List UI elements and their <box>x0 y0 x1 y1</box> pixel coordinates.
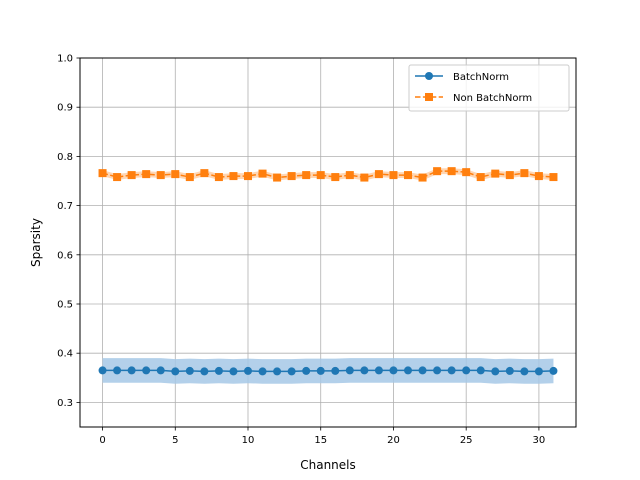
point-series-1 <box>156 171 165 180</box>
legend-marker-0 <box>425 72 433 80</box>
series-layer <box>98 167 558 376</box>
point-series-1 <box>200 169 209 178</box>
point-series-1 <box>360 173 369 182</box>
x-tick-label: 25 <box>460 435 473 446</box>
point-series-0 <box>244 366 252 375</box>
y-axis-label: Sparsity <box>29 218 43 267</box>
point-series-1 <box>404 171 412 180</box>
point-series-0 <box>316 366 325 375</box>
point-series-0 <box>520 367 529 376</box>
point-series-1 <box>258 169 267 178</box>
point-series-1 <box>142 170 151 179</box>
point-series-0 <box>98 366 107 375</box>
point-series-1 <box>534 172 543 181</box>
legend-marker-1 <box>425 93 433 101</box>
point-series-1 <box>374 170 383 179</box>
x-tick-label: 30 <box>533 435 546 446</box>
point-series-1 <box>476 173 485 182</box>
point-series-0 <box>171 367 180 376</box>
y-tick-label: 0.7 <box>57 201 73 212</box>
point-series-0 <box>360 366 369 375</box>
point-series-1 <box>345 171 354 180</box>
y-axis-ticks: 0.3 0.4 0.5 0.6 0.7 0.8 0.9 1.0 <box>57 54 80 409</box>
point-series-0 <box>447 366 456 375</box>
y-tick-label: 1.0 <box>57 54 73 65</box>
legend: BatchNorm Non BatchNorm <box>408 64 570 112</box>
point-series-0 <box>345 366 354 375</box>
plot-frame <box>79 57 577 428</box>
point-series-1 <box>316 171 325 180</box>
y-tick-label: 0.9 <box>57 103 73 114</box>
point-series-1 <box>433 167 442 176</box>
point-series-0 <box>505 366 514 375</box>
point-series-0 <box>229 367 238 376</box>
x-tick-label: 0 <box>99 435 105 446</box>
point-series-1 <box>127 171 136 180</box>
point-series-1 <box>287 172 296 181</box>
point-series-0 <box>433 366 442 375</box>
point-series-0 <box>549 366 558 375</box>
point-series-1 <box>273 173 282 182</box>
point-series-0 <box>127 366 136 375</box>
point-series-0 <box>534 367 543 376</box>
x-tick-label: 5 <box>172 435 178 446</box>
point-series-0 <box>142 366 151 375</box>
x-tick-label: 10 <box>242 435 255 446</box>
point-series-1 <box>418 173 427 182</box>
point-series-0 <box>156 366 165 375</box>
point-series-1 <box>505 171 514 180</box>
point-series-1 <box>462 168 471 177</box>
point-series-1 <box>171 170 180 179</box>
point-series-1 <box>98 169 107 178</box>
point-series-0 <box>374 366 383 375</box>
y-tick-label: 0.8 <box>57 152 73 163</box>
y-tick-label: 0.3 <box>57 398 73 409</box>
point-series-0 <box>113 366 122 375</box>
legend-box <box>408 64 570 112</box>
point-series-0 <box>185 366 194 375</box>
point-series-1 <box>331 173 340 182</box>
point-series-1 <box>549 173 558 182</box>
point-series-1 <box>113 173 122 182</box>
point-series-0 <box>287 367 296 376</box>
y-tick-label: 0.4 <box>57 349 73 360</box>
point-series-1 <box>229 172 238 181</box>
y-tick-label: 0.6 <box>57 250 73 261</box>
confidence-bands <box>102 168 554 384</box>
point-series-1 <box>447 167 456 176</box>
point-series-0 <box>200 367 209 376</box>
point-series-0 <box>214 366 223 375</box>
point-series-1 <box>185 173 194 182</box>
point-series-0 <box>258 367 267 376</box>
point-series-0 <box>273 367 282 376</box>
point-series-0 <box>418 366 427 375</box>
point-series-0 <box>476 366 485 375</box>
point-series-0 <box>302 366 311 375</box>
point-series-0 <box>389 366 398 375</box>
point-series-0 <box>491 367 500 376</box>
line-series-0 <box>102 369 554 373</box>
point-series-0 <box>404 366 412 375</box>
x-axis-label: Channels <box>300 458 356 472</box>
y-tick-label: 0.5 <box>57 300 73 311</box>
point-series-1 <box>491 169 500 178</box>
legend-label-0: BatchNorm <box>453 72 509 83</box>
legend-label-1: Non BatchNorm <box>453 93 532 104</box>
point-series-1 <box>244 172 252 181</box>
point-series-0 <box>462 366 471 375</box>
point-series-1 <box>302 171 311 180</box>
point-series-1 <box>520 169 529 178</box>
x-tick-label: 20 <box>387 435 400 446</box>
x-tick-label: 15 <box>314 435 327 446</box>
x-axis-ticks: 0 5 10 15 20 25 30 <box>99 427 545 446</box>
point-series-1 <box>214 173 223 182</box>
point-series-1 <box>389 171 398 180</box>
point-series-0 <box>331 366 340 375</box>
